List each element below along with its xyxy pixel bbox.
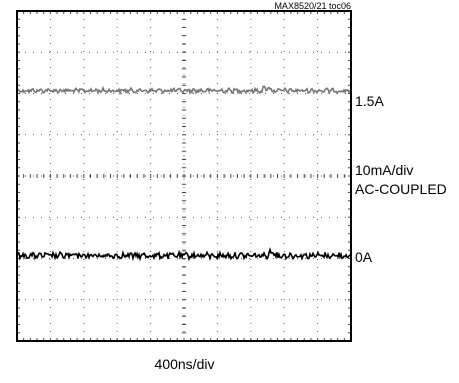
graticule [16,10,352,342]
marker-0a-label: 0A [355,249,373,265]
trace-1-5a [16,85,352,96]
time-scale-label: 400ns/div [154,356,215,372]
marker-1-5a-label: 1.5A [355,93,384,109]
traces [16,85,352,262]
trace-0a [16,247,352,262]
coupling-label: AC-COUPLED [355,181,447,197]
plot-frame [16,10,352,342]
vertical-scale-label: 10mA/div [355,162,414,178]
figure-id: MAX8520/21 toc06 [274,1,351,11]
